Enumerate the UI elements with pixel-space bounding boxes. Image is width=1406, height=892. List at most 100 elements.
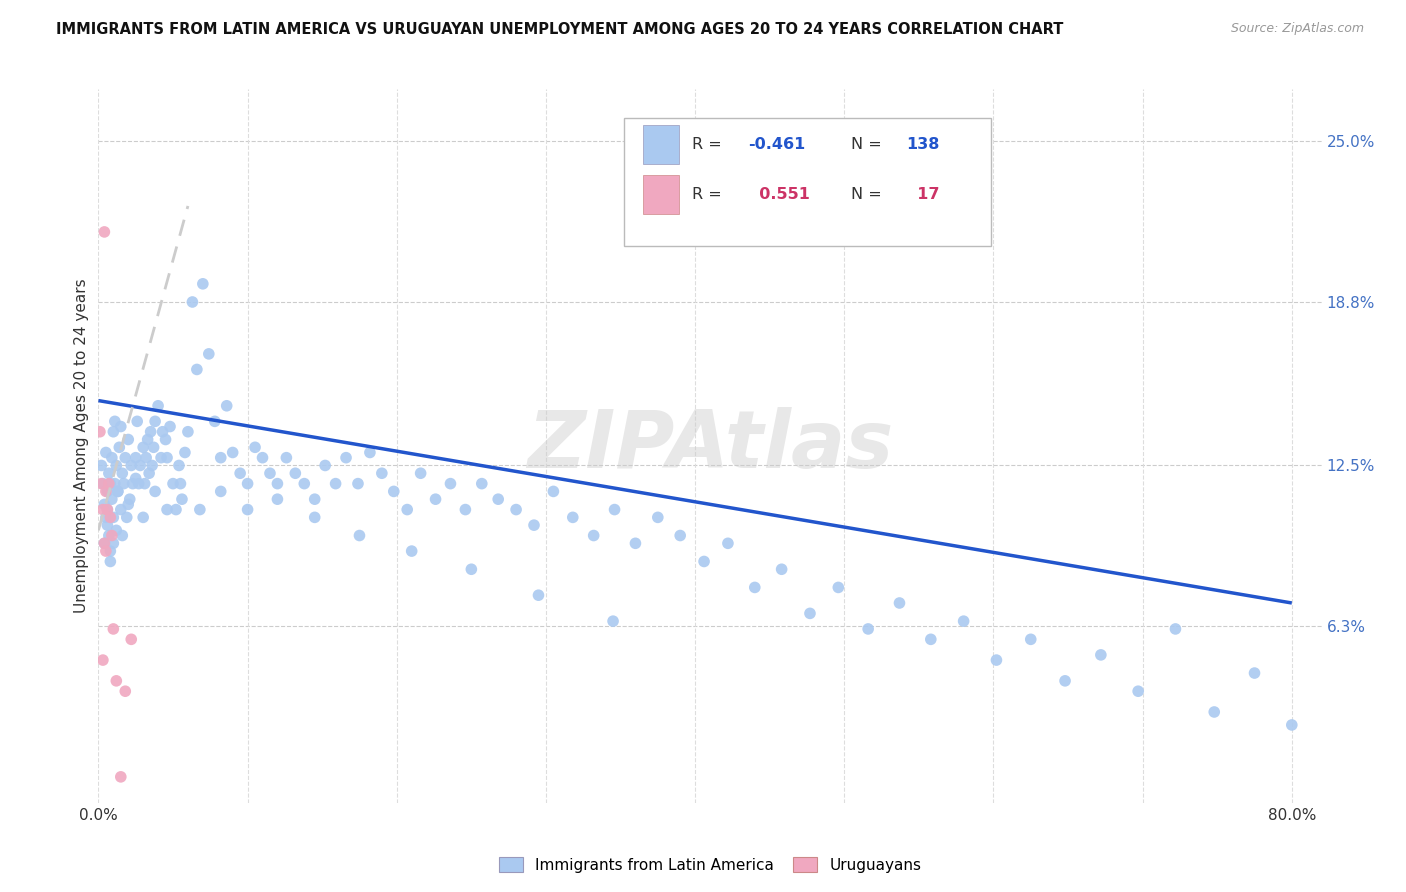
Point xyxy=(188,502,211,516)
Point xyxy=(314,458,336,473)
Point xyxy=(243,440,266,454)
Point xyxy=(97,467,120,481)
Point xyxy=(96,518,118,533)
Point xyxy=(527,588,550,602)
Point xyxy=(125,471,148,485)
Point xyxy=(112,476,135,491)
Point xyxy=(104,476,127,491)
Point xyxy=(110,770,132,784)
Point xyxy=(103,536,125,550)
Point xyxy=(111,528,134,542)
Point xyxy=(128,476,150,491)
Point xyxy=(142,440,165,454)
Point xyxy=(93,497,115,511)
Legend: Immigrants from Latin America, Uruguayans: Immigrants from Latin America, Uruguayan… xyxy=(494,853,927,877)
Point xyxy=(94,484,117,499)
Point xyxy=(96,502,118,516)
FancyBboxPatch shape xyxy=(624,118,991,246)
Point xyxy=(120,632,142,647)
Point xyxy=(209,450,232,465)
Point xyxy=(561,510,583,524)
Point xyxy=(108,440,131,454)
Point xyxy=(439,476,461,491)
Point xyxy=(94,510,117,524)
Point xyxy=(1204,705,1226,719)
Point xyxy=(136,433,159,447)
Point xyxy=(127,414,149,428)
Point xyxy=(1164,622,1187,636)
Point xyxy=(304,510,326,524)
Point xyxy=(1281,718,1303,732)
Point xyxy=(543,484,565,499)
Point xyxy=(191,277,214,291)
Point xyxy=(717,536,740,550)
Point xyxy=(169,476,191,491)
Point xyxy=(198,347,221,361)
Point xyxy=(252,450,274,465)
Point xyxy=(371,467,394,481)
Point xyxy=(139,425,162,439)
Point xyxy=(284,467,307,481)
Bar xyxy=(643,175,679,214)
Point xyxy=(856,622,879,636)
Point xyxy=(349,528,371,542)
Point xyxy=(107,484,129,499)
Point xyxy=(204,414,226,428)
Point xyxy=(93,225,115,239)
Point xyxy=(236,502,259,516)
Point xyxy=(156,450,179,465)
Point xyxy=(799,607,821,621)
Point xyxy=(91,653,114,667)
Point xyxy=(96,502,118,516)
Point xyxy=(582,528,605,542)
Point xyxy=(118,492,141,507)
Point xyxy=(134,476,156,491)
Text: N =: N = xyxy=(851,137,882,152)
Point xyxy=(94,544,117,558)
Point xyxy=(602,614,624,628)
Point xyxy=(744,581,766,595)
Point xyxy=(229,467,252,481)
Point xyxy=(486,492,509,507)
Point xyxy=(986,653,1008,667)
Text: IMMIGRANTS FROM LATIN AMERICA VS URUGUAYAN UNEMPLOYMENT AMONG AGES 20 TO 24 YEAR: IMMIGRANTS FROM LATIN AMERICA VS URUGUAY… xyxy=(56,22,1063,37)
Point xyxy=(174,445,197,459)
Point xyxy=(409,467,432,481)
Point xyxy=(101,492,124,507)
Point xyxy=(105,673,128,688)
Point xyxy=(98,476,121,491)
Point xyxy=(186,362,208,376)
Point xyxy=(1243,666,1265,681)
Text: N =: N = xyxy=(851,187,882,202)
Point xyxy=(96,484,118,499)
Point xyxy=(167,458,190,473)
Y-axis label: Unemployment Among Ages 20 to 24 years: Unemployment Among Ages 20 to 24 years xyxy=(75,278,89,614)
Point xyxy=(156,502,179,516)
Point xyxy=(454,502,477,516)
Point xyxy=(669,528,692,542)
Point xyxy=(91,476,114,491)
Point xyxy=(236,476,259,491)
Point xyxy=(97,528,120,542)
Text: 138: 138 xyxy=(905,137,939,152)
Point xyxy=(110,419,132,434)
Text: R =: R = xyxy=(692,137,721,152)
Point xyxy=(347,476,370,491)
Point xyxy=(93,536,115,550)
Point xyxy=(159,419,181,434)
Point xyxy=(90,476,112,491)
Point xyxy=(141,458,163,473)
Point xyxy=(266,492,288,507)
Point xyxy=(209,484,232,499)
Point xyxy=(114,684,136,698)
Point xyxy=(90,458,112,473)
Point xyxy=(101,528,124,542)
Point xyxy=(952,614,974,628)
Text: R =: R = xyxy=(692,187,721,202)
Point xyxy=(770,562,793,576)
Point xyxy=(89,425,111,439)
Point xyxy=(647,510,669,524)
Point xyxy=(624,536,647,550)
Point xyxy=(132,510,155,524)
Point xyxy=(523,518,546,533)
